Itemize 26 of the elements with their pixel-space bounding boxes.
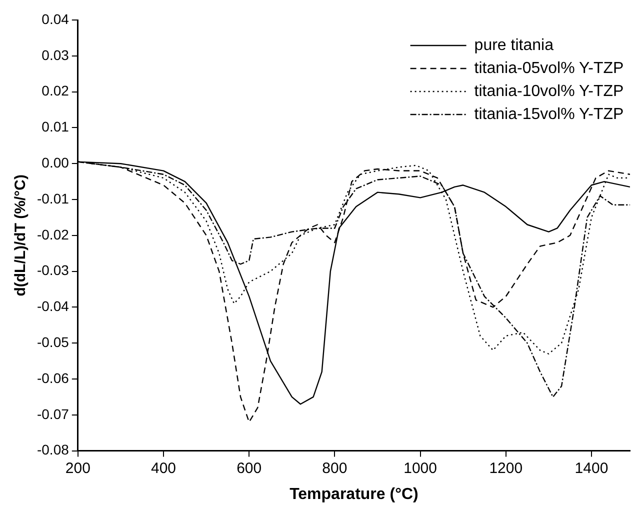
y-tick-label: -0.03 [36,262,70,278]
legend-label: titania-05vol% Y-TZP [474,60,624,77]
x-tick-label: 800 [322,460,348,477]
x-tick-label: 1200 [489,460,523,477]
x-tick-label: 600 [236,460,262,477]
y-tick-label: -0.02 [36,226,70,242]
x-tick-label: 1400 [574,460,608,477]
y-tick-label: 0.01 [42,118,70,135]
x-tick-label: 1000 [404,460,437,477]
legend-label: titania-10vol% Y-TZP [474,82,624,100]
y-tick-label: -0.06 [36,370,70,386]
y-tick-label: -0.05 [36,334,70,350]
x-tick-label: 400 [150,460,176,477]
x-axis-title: Temparature (°C) [290,486,418,503]
y-tick-label: 0.03 [42,46,70,63]
y-tick-label: -0.07 [36,406,70,422]
y-tick-label: -0.04 [36,298,70,314]
legend-label: titania-15vol% Y-TZP [474,106,624,123]
y-axis-title: d(dL/L)/dT (%/°C) [12,174,30,296]
y-tick-label: -0.08 [36,442,70,458]
x-tick-label: 200 [65,460,90,477]
y-tick-label: 0.02 [42,82,70,99]
y-tick-label: 0.00 [42,154,70,170]
legend-label: pure titania [474,36,554,54]
y-tick-label: 0.04 [42,10,70,27]
y-tick-label: -0.01 [36,190,70,206]
